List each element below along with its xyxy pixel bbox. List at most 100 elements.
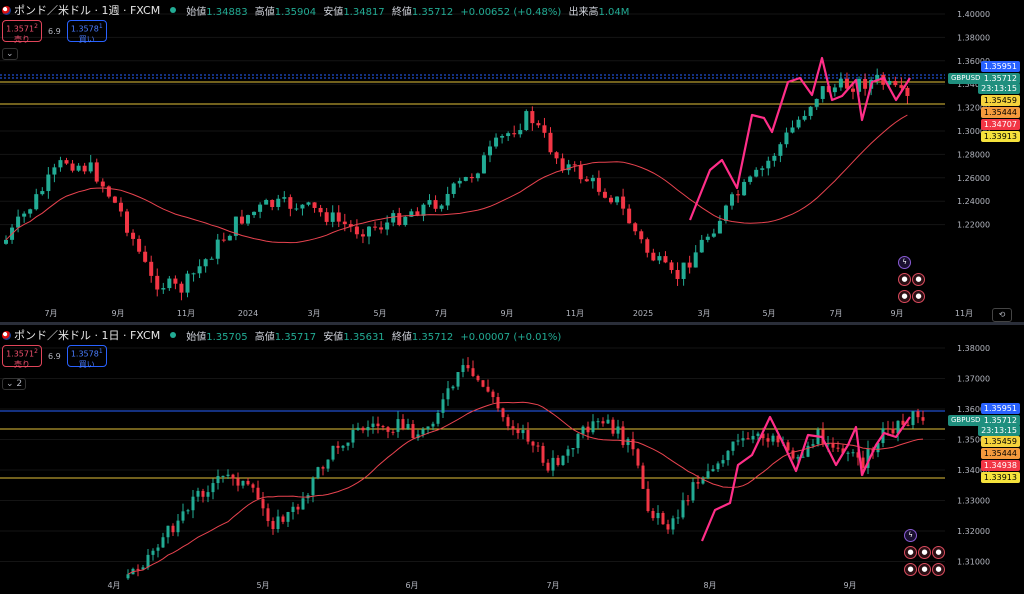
price-axis-label: 1.34000 [957,466,990,475]
weekly-sell-button[interactable]: 1.35712 売り [2,20,42,44]
candle-body [566,164,571,171]
candle-body [696,482,700,484]
weekly-symbol[interactable]: ポンド／米ドル · 1週 · FXCM [2,2,160,18]
uk-event-icon[interactable]: ● [912,273,925,286]
candle-body [887,80,892,85]
candle-body [426,426,430,430]
candle-body [521,430,525,434]
candle-body [197,266,202,274]
daily-chart-pane[interactable]: 1.38000 1.37000 1.36000 1.35000 1.34000 1.330… [0,325,1024,594]
time-axis-label: 4月 [107,581,120,590]
candle-body [506,417,510,427]
candle-body [471,368,475,376]
candle-body [784,132,789,145]
candle-body [252,211,257,216]
candle-body [179,283,184,293]
candle-body [397,213,402,225]
candle-body [786,442,790,451]
candle-body [693,252,698,268]
candle-body [666,524,670,530]
candle-body [286,511,290,522]
candle-body [766,160,771,169]
candle-body [421,204,426,216]
pane-divider[interactable] [0,322,1024,325]
price-axis-label: 1.32000 [957,527,990,536]
candle-body [526,430,530,442]
candle-body [861,457,865,468]
candle-body [866,448,870,468]
candle-body [137,238,142,252]
daily-tag-blue: 1.35951 [980,403,1020,414]
candle-body [227,235,232,241]
candle-body [501,408,505,418]
candle-body [64,160,69,164]
daily-chart-canvas[interactable]: 1.38000 1.37000 1.36000 1.35000 1.34000 1.330… [0,325,1024,594]
candle-body [246,215,250,224]
daily-sell-button[interactable]: 1.35712 売り [2,345,42,369]
weekly-buy-button[interactable]: 1.35781 買い [66,20,107,44]
uk-event-icon[interactable]: ● [918,546,931,559]
candle-body [627,208,632,224]
candle-body [760,168,765,170]
moving-average-line [5,114,908,244]
candle-body [916,411,920,418]
weekly-chart-canvas[interactable]: 1.40000 1.38000 1.36000 1.34000 1.32000 1.300… [0,0,1024,322]
candle-body [723,205,728,221]
price-axis-label: 1.32000 [957,104,990,113]
time-axis-label: 8月 [703,581,716,590]
candle-body [796,119,801,128]
weekly-chart-pane[interactable]: 1.40000 1.38000 1.36000 1.34000 1.32000 1.300… [0,0,1024,322]
daily-buy-button[interactable]: 1.35781 買い [66,345,107,369]
candle-body [524,111,529,131]
candle-body [176,520,180,533]
us-event-icon[interactable]: ● [904,563,917,576]
candle-body [611,419,615,434]
scroll-to-latest-button[interactable]: ⟲ [992,308,1012,322]
candle-body [94,162,99,182]
time-axis-label: 9月 [890,309,903,318]
candle-body [270,199,275,207]
uk-event-icon[interactable]: ● [904,546,917,559]
daily-tag-3: 1.34938 [980,460,1020,471]
candle-body [571,447,575,450]
candle-body [276,198,281,207]
candle-body [901,420,905,425]
candle-body [300,204,305,209]
candle-body [166,525,170,538]
candle-body [631,439,635,450]
candle-body [143,251,148,262]
candle-body [730,194,734,206]
lightning-icon[interactable]: ϟ [898,256,911,269]
lightning-icon[interactable]: ϟ [904,529,917,542]
uk-event-icon[interactable]: ● [898,273,911,286]
us-event-icon[interactable]: ● [932,563,945,576]
daily-collapse-toggle[interactable]: ⌄ 2 [2,378,27,390]
candle-body [691,482,695,501]
candle-body [546,462,550,471]
candle-body [125,211,129,233]
daily-symbol[interactable]: ポンド／米ドル · 1日 · FXCM [2,327,160,343]
candle-body [461,365,465,373]
daily-tag-countdown: 23:13:15 [978,425,1020,436]
candle-body [701,478,705,484]
candle-body [136,568,140,570]
candle-body [469,176,474,179]
candle-body [754,169,759,177]
us-event-icon[interactable]: ● [918,563,931,576]
weekly-collapse-toggle[interactable]: ⌄ [2,48,18,60]
candle-body [742,181,747,196]
time-axis-label: 6月 [405,581,418,590]
uk-event-icon[interactable]: ● [932,546,945,559]
daily-trade-buttons: 1.35712 売り 6.9 1.35781 買い [2,345,107,369]
candle-body [576,433,580,448]
candle-body [790,127,795,133]
candle-body [761,433,765,439]
candle-body [146,554,150,568]
candle-body [615,196,620,203]
time-axis-label: 5月 [256,581,269,590]
candle-body [516,429,520,434]
us-event-icon[interactable]: ● [912,290,925,303]
candle-body [46,174,51,192]
us-event-icon[interactable]: ● [898,290,911,303]
candle-body [155,275,160,290]
